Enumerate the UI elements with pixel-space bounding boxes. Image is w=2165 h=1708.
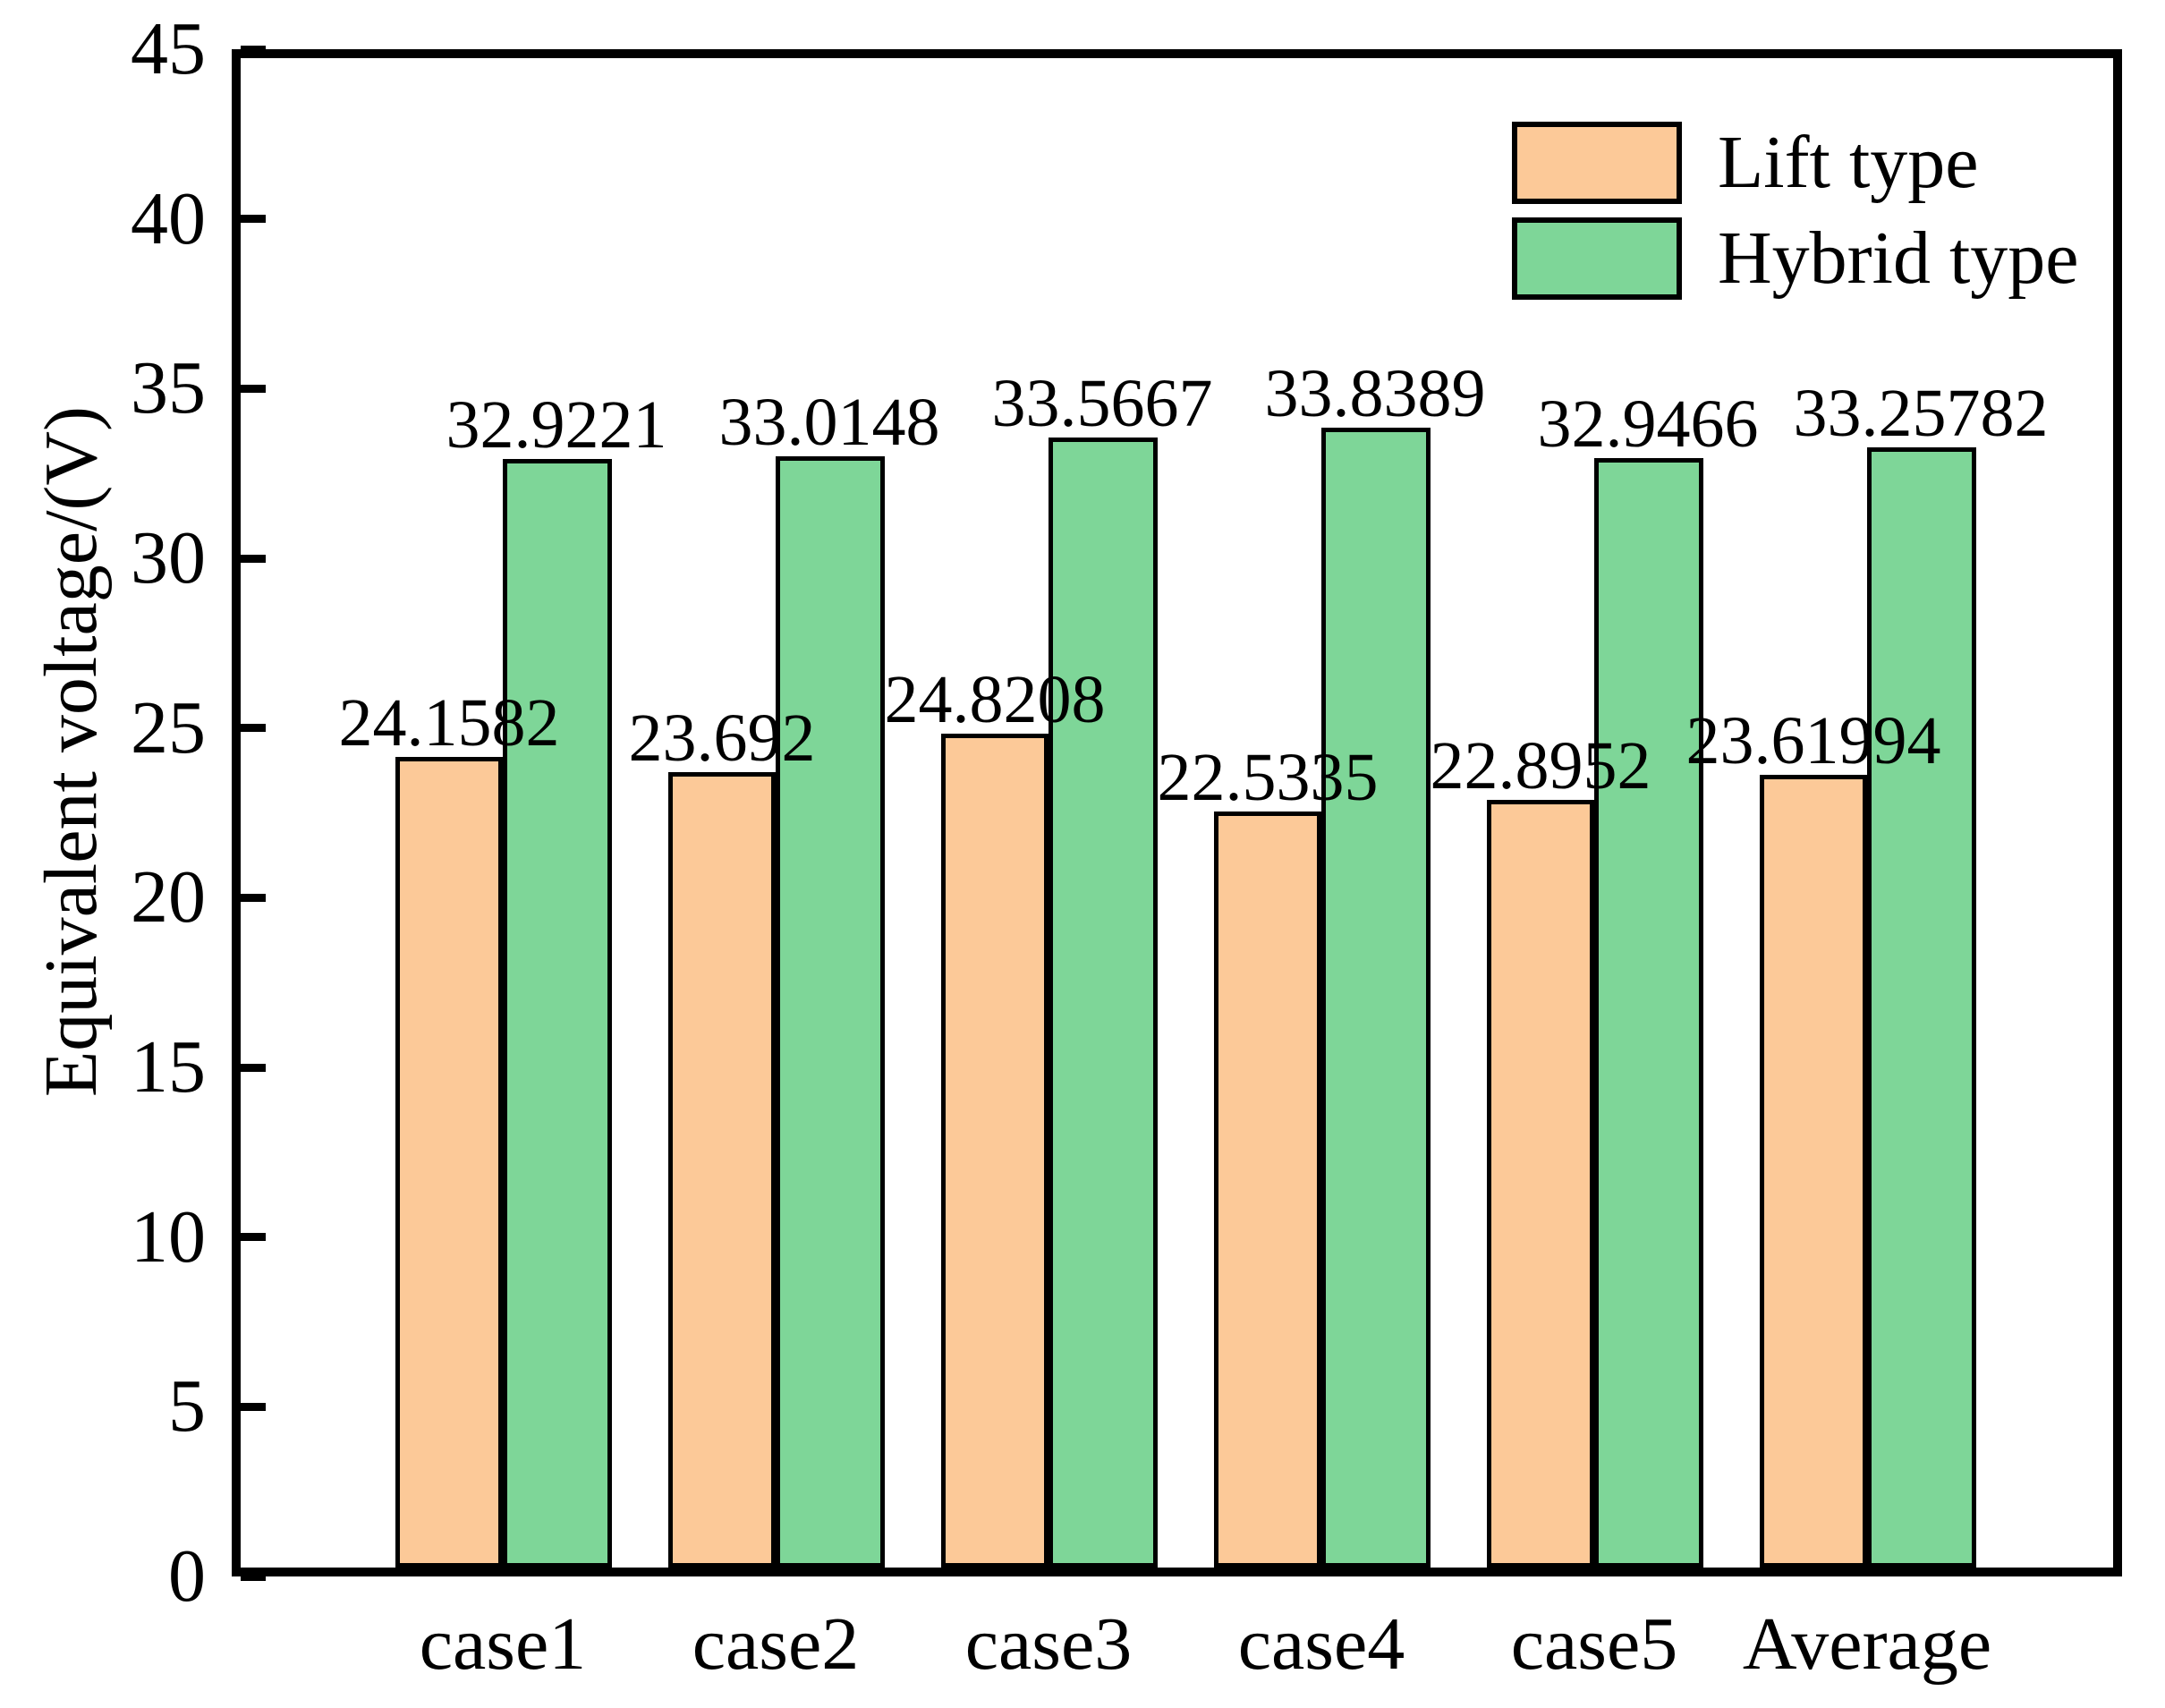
x-axis-tick-label: case3 <box>964 1602 1133 1686</box>
y-axis-tick-label: 30 <box>131 516 206 599</box>
x-axis-tick-label: case1 <box>419 1602 587 1686</box>
bar-hybrid-type-case2 <box>776 456 885 1568</box>
y-axis-tick <box>241 724 266 733</box>
x-axis-tick-label: Average <box>1742 1602 1992 1686</box>
bar-value-label-hybrid-case1: 32.9221 <box>446 387 667 463</box>
bar-lift-type-case4 <box>1214 812 1321 1568</box>
y-axis-tick <box>241 1572 266 1581</box>
legend-label-lift-type: Lift type <box>1718 121 1979 204</box>
y-axis-tick-label: 0 <box>168 1534 206 1618</box>
y-axis-tick <box>241 893 266 902</box>
bar-lift-type-case5 <box>1487 800 1594 1568</box>
x-axis-tick-label: case5 <box>1510 1602 1678 1686</box>
plot-area <box>232 49 2122 1576</box>
y-axis-tick-label: 20 <box>131 855 206 939</box>
legend-swatch-hybrid-type <box>1512 217 1682 300</box>
y-axis-tick <box>241 1233 266 1242</box>
bar-value-label-hybrid-case2: 33.0148 <box>718 385 940 460</box>
bar-hybrid-type-case1 <box>503 459 612 1568</box>
bar-hybrid-type-Average <box>1867 447 1976 1568</box>
bar-value-label-lift-Average: 23.61994 <box>1685 703 1941 778</box>
y-axis-tick <box>241 45 266 54</box>
y-axis-tick <box>241 384 266 393</box>
y-axis-tick <box>241 215 266 224</box>
bar-value-label-lift-case4: 22.5335 <box>1157 740 1379 815</box>
bar-value-label-lift-case1: 24.1582 <box>338 685 560 761</box>
bar-value-label-hybrid-case5: 32.9466 <box>1537 387 1759 462</box>
bar-value-label-hybrid-case3: 33.5667 <box>991 366 1213 441</box>
bar-value-label-hybrid-case4: 33.8389 <box>1264 356 1486 431</box>
y-axis-tick-label: 40 <box>131 176 206 260</box>
bar-value-label-lift-case3: 24.8208 <box>884 662 1106 737</box>
y-axis-tick-label: 45 <box>131 7 206 90</box>
bar-lift-type-case3 <box>941 734 1049 1568</box>
bar-hybrid-type-case3 <box>1049 438 1158 1568</box>
bar-value-label-lift-case2: 23.692 <box>628 701 816 776</box>
y-axis-tick <box>241 1063 266 1072</box>
y-axis-tick-label: 5 <box>168 1364 206 1449</box>
legend-label-hybrid-type: Hybrid type <box>1718 217 2079 300</box>
bar-lift-type-Average <box>1760 775 1867 1568</box>
y-axis-tick-label: 15 <box>131 1025 206 1109</box>
bar-hybrid-type-case5 <box>1594 458 1703 1568</box>
bar-value-label-hybrid-Average: 33.25782 <box>1793 376 2049 451</box>
y-axis-tick-label: 35 <box>131 346 206 430</box>
bar-lift-type-case2 <box>668 772 776 1568</box>
legend-swatch-lift-type <box>1512 122 1682 204</box>
bar-lift-type-case1 <box>395 757 503 1568</box>
x-axis-tick-label: case2 <box>692 1602 860 1686</box>
bar-hybrid-type-case4 <box>1321 428 1431 1568</box>
y-axis-tick-label: 10 <box>131 1194 206 1279</box>
bar-value-label-lift-case5: 22.8952 <box>1430 728 1651 803</box>
y-axis-tick-label: 25 <box>131 685 206 769</box>
y-axis-tick <box>241 554 266 563</box>
y-axis-tick <box>241 1402 266 1411</box>
x-axis-tick-label: case4 <box>1237 1602 1405 1686</box>
